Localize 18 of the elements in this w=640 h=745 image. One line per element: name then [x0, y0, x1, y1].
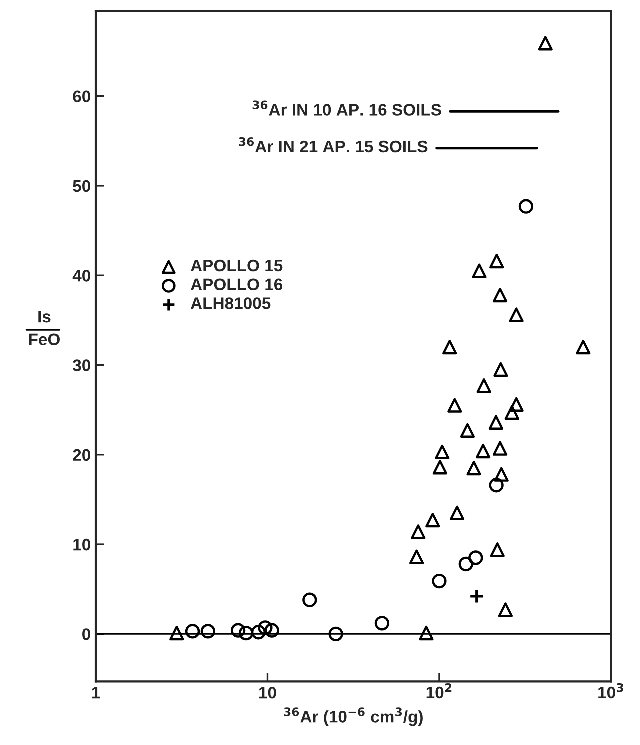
legend-label: APOLLO 16	[190, 278, 283, 291]
x-tick-label: 10	[260, 686, 276, 699]
y-tick-label: 0	[82, 628, 90, 640]
y-tick-label: 20	[73, 449, 90, 462]
legend-label: APOLLO 15	[190, 260, 283, 272]
series-label: $^{36}$Ar IN 21 AP. 15 SOILS	[239, 137, 428, 153]
x-tick-label: 1	[92, 687, 100, 699]
y-tick-label: 60	[73, 90, 90, 103]
x-tick-label: 10$^{3}$	[598, 683, 624, 699]
y-axis-title: Is FeO	[29, 311, 60, 346]
y-tick-label: 30	[72, 360, 90, 372]
y-tick-label: 40	[72, 270, 90, 282]
x-tick-label: 10$^{2}$	[426, 683, 452, 699]
legend-label: ALH81005	[190, 298, 271, 310]
x-axis-title: $^{36}$Ar (10$^{−6}$ cm$^{3}$/g)	[284, 708, 423, 726]
y-tick-label: 50	[73, 180, 90, 192]
y-tick-label: 10	[74, 538, 90, 551]
series-label: $^{36}$Ar IN 10 AP. 16 SOILS	[252, 100, 442, 116]
